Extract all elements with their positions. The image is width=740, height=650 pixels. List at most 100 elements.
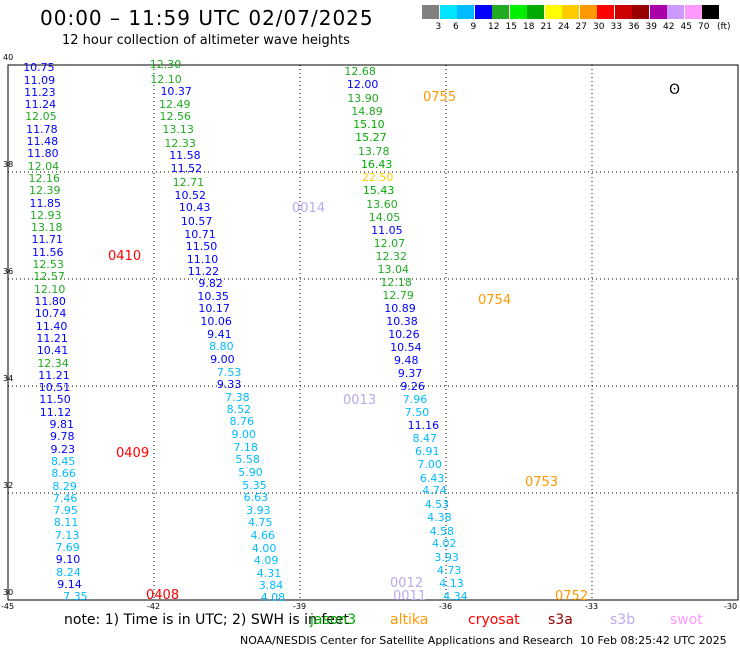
- wave-height-value: 4.34: [443, 590, 468, 604]
- wave-height-value: 7.53: [216, 365, 242, 379]
- wave-height-value: 11.05: [371, 223, 403, 237]
- wave-height-value: 4.53: [424, 497, 450, 511]
- wave-height-value: 11.40: [35, 319, 68, 333]
- colorbar-swatch: [492, 5, 509, 19]
- satellite-legend-item: altika: [390, 612, 429, 628]
- wave-height-value: 8.76: [229, 415, 255, 429]
- wave-height-value: 15.10: [353, 118, 385, 132]
- wave-height-value: 11.56: [31, 245, 64, 259]
- wave-height-value: 12.32: [375, 250, 408, 264]
- wave-height-value: 4.38: [427, 511, 452, 525]
- lat-tick-label: 32: [3, 481, 14, 490]
- wave-height-value: 10.38: [386, 314, 418, 328]
- pass-label: 0408: [146, 588, 180, 603]
- colorbar-swatch: [527, 5, 544, 19]
- wave-height-value: 3.93: [246, 503, 271, 517]
- lon-tick-label: -30: [724, 602, 738, 611]
- wave-height-value: 11.12: [39, 405, 72, 419]
- colorbar-label: 15: [505, 22, 517, 32]
- wave-height-value: 8.29: [52, 479, 77, 493]
- credit-line: NOAA/NESDIS Center for Satellite Applica…: [240, 634, 574, 647]
- wave-height-value: 11.24: [24, 98, 57, 112]
- wave-height-value: 9.00: [231, 428, 256, 442]
- wave-height-value: 12.33: [164, 136, 196, 150]
- wave-height-value: 4.58: [429, 524, 455, 538]
- colorbar-swatch: [439, 5, 457, 19]
- pass-label: 0011: [393, 589, 427, 604]
- wave-height-value: 12.30: [149, 58, 182, 71]
- colorbar-label: 27: [575, 22, 587, 32]
- wave-height-value: 11.21: [36, 331, 68, 345]
- colorbar-label: 33: [610, 22, 622, 32]
- wave-height-value: 11.09: [23, 73, 56, 87]
- wave-height-value: 7.95: [53, 504, 78, 518]
- wave-height-value: 12.00: [346, 78, 379, 92]
- wave-height-value: 12.18: [380, 275, 412, 289]
- colorbar-label: 21: [540, 22, 552, 32]
- wave-height-value: 7.13: [54, 528, 80, 542]
- wave-height-value: 11.50: [39, 393, 71, 407]
- wave-height-value: 10.74: [34, 307, 67, 321]
- wave-height-value: 9.81: [49, 418, 74, 432]
- wave-height-value: 11.80: [34, 295, 66, 308]
- colorbar-label: 42: [663, 22, 675, 32]
- colorbar-label: 39: [645, 22, 657, 32]
- wave-height-value: 9.26: [400, 380, 425, 394]
- wave-height-value: 4.09: [253, 554, 279, 568]
- wave-height-value: 9.00: [210, 352, 235, 366]
- wave-height-value: 15.43: [362, 184, 395, 198]
- wave-height-value: 10.06: [200, 315, 232, 329]
- wave-height-value: 4.74: [422, 484, 447, 498]
- wave-height-value: 5.35: [242, 478, 267, 492]
- wave-height-value: 6.91: [414, 444, 440, 458]
- wave-height-value: 13.13: [162, 123, 194, 137]
- wave-height-value: 10.71: [184, 227, 216, 241]
- wave-height-value: 3.84: [258, 579, 284, 593]
- wave-height-value: 4.00: [251, 542, 277, 556]
- colorbar-swatch: [667, 5, 684, 19]
- colorbar-label: 36: [628, 22, 640, 32]
- wave-height-value: 13.04: [377, 262, 409, 276]
- colorbar-swatch: [422, 5, 439, 19]
- wave-height-value: 10.89: [384, 301, 416, 315]
- wave-height-value: 13.90: [347, 92, 379, 106]
- wave-height-value: 4.02: [432, 537, 457, 551]
- wave-height-value: 4.66: [250, 529, 275, 543]
- island-outline-icon: ʘ: [669, 82, 681, 98]
- wave-height-value: 10.52: [174, 188, 207, 202]
- wave-height-value: 10.26: [388, 328, 420, 342]
- colorbar-swatch: [544, 5, 562, 19]
- wave-height-value: 5.58: [235, 453, 260, 467]
- satellite-legend-item: s3a: [548, 612, 573, 628]
- map-subtitle: 12 hour collection of altimeter wave hei…: [62, 33, 350, 48]
- wave-height-value: 6.63: [243, 490, 269, 504]
- wave-height-value: 8.45: [50, 454, 76, 468]
- wave-height-value: 8.11: [53, 516, 79, 530]
- wave-height-value: 8.24: [56, 565, 81, 579]
- wave-height-value: 12.79: [382, 289, 414, 303]
- wave-height-value: 11.71: [31, 233, 63, 247]
- wave-height-value: 11.21: [38, 368, 70, 382]
- wave-height-value: 7.35: [63, 590, 88, 604]
- lon-tick-label: -33: [585, 602, 599, 611]
- pass-label: 0754: [478, 293, 512, 308]
- pass-label: 0410: [108, 249, 142, 264]
- colorbar-label: 9: [470, 22, 477, 32]
- wave-height-value: 10.17: [198, 302, 230, 316]
- wave-height-value: 10.43: [178, 201, 211, 215]
- wave-height-value: 10.37: [160, 85, 192, 99]
- wave-height-value: 6.43: [419, 471, 445, 485]
- map-border: [7, 64, 739, 601]
- wave-height-value: 4.75: [248, 516, 273, 530]
- wave-height-value: 8.52: [226, 403, 252, 417]
- wave-height-value: 9.14: [57, 578, 82, 592]
- wave-height-value: 12.56: [159, 110, 191, 124]
- generation-timestamp: 10 Feb 08:25:42 UTC 2025: [580, 634, 727, 647]
- wave-height-value: 7.18: [233, 441, 258, 455]
- wave-height-value: 9.23: [50, 442, 75, 456]
- wave-height-value: 12.16: [28, 171, 61, 185]
- wave-height-value: 12.93: [30, 208, 62, 222]
- wave-height-value: 10.35: [197, 290, 229, 304]
- colorbar-swatch: [474, 5, 492, 19]
